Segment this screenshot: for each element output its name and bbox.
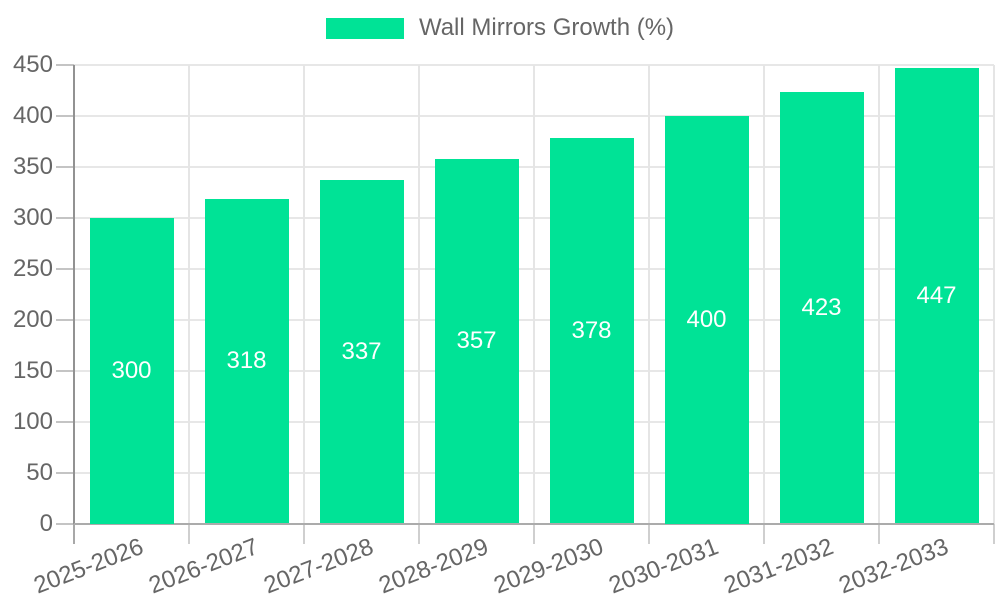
- x-axis-label: 2028-2029: [374, 533, 492, 600]
- x-gridline: [763, 64, 765, 524]
- y-axis-tick: [56, 114, 74, 117]
- bar[interactable]: [89, 217, 174, 524]
- x-axis-label: 2027-2028: [259, 533, 377, 600]
- bar[interactable]: [204, 199, 289, 524]
- y-axis-label: 400: [12, 101, 53, 129]
- x-axis-label: 2025-2026: [29, 533, 147, 600]
- y-axis-label: 300: [12, 203, 53, 231]
- y-axis-label: 50: [26, 458, 53, 486]
- y-axis-label: 450: [12, 50, 53, 78]
- x-gridline: [533, 64, 535, 524]
- y-axis-tick: [56, 420, 74, 423]
- y-axis-tick: [56, 522, 74, 525]
- bar-value-label: 447: [916, 281, 957, 309]
- x-gridline: [418, 64, 420, 524]
- x-gridline: [188, 64, 190, 524]
- x-axis-tick: [533, 523, 535, 544]
- bar-value-label: 318: [226, 347, 267, 375]
- y-axis-label: 250: [12, 254, 53, 282]
- bar-value-label: 400: [686, 305, 727, 333]
- bar-value-label: 337: [341, 337, 382, 365]
- x-axis-tick: [188, 523, 190, 544]
- x-axis-label: 2030-2031: [604, 533, 722, 600]
- legend-label: Wall Mirrors Growth (%): [418, 14, 675, 41]
- bar-value-label: 357: [456, 327, 497, 355]
- bar[interactable]: [434, 159, 519, 524]
- x-axis-tick: [878, 523, 880, 544]
- y-axis-label: 200: [12, 305, 53, 333]
- x-axis-label: 2026-2027: [144, 533, 262, 600]
- y-axis-line: [73, 64, 75, 524]
- x-axis-tick: [303, 523, 305, 544]
- x-axis-tick: [993, 523, 995, 544]
- x-gridline: [878, 64, 880, 524]
- y-axis-label: 150: [12, 356, 53, 384]
- bar[interactable]: [664, 115, 749, 524]
- legend-item[interactable]: Wall Mirrors Growth (%): [325, 14, 675, 42]
- y-axis-tick: [56, 471, 74, 474]
- x-axis-tick: [648, 523, 650, 544]
- y-axis-label: 350: [12, 152, 53, 180]
- y-axis-tick: [56, 216, 74, 219]
- bar-value-label: 423: [801, 293, 842, 321]
- x-gridline: [303, 64, 305, 524]
- bar[interactable]: [319, 179, 404, 524]
- y-axis-tick: [56, 165, 74, 168]
- x-axis-tick: [763, 523, 765, 544]
- y-axis-label: 0: [39, 509, 53, 537]
- y-axis-tick: [56, 318, 74, 321]
- x-gridline: [993, 64, 995, 524]
- y-axis-tick: [56, 369, 74, 372]
- x-axis-label: 2029-2030: [489, 533, 607, 600]
- x-axis-tick: [73, 523, 75, 544]
- bar[interactable]: [894, 67, 979, 524]
- x-axis-tick: [418, 523, 420, 544]
- legend: Wall Mirrors Growth (%): [0, 0, 1000, 56]
- legend-swatch-icon: [325, 17, 404, 39]
- bar[interactable]: [549, 137, 634, 524]
- bar[interactable]: [779, 92, 864, 524]
- x-axis-label: 2032-2033: [834, 533, 952, 600]
- y-axis-tick: [56, 63, 74, 66]
- bar-value-label: 300: [111, 356, 152, 384]
- bar-value-label: 378: [571, 316, 612, 344]
- y-axis-label: 100: [12, 407, 53, 435]
- x-gridline: [648, 64, 650, 524]
- y-axis-tick: [56, 267, 74, 270]
- x-axis-label: 2031-2032: [719, 533, 837, 600]
- x-axis-line: [74, 522, 994, 525]
